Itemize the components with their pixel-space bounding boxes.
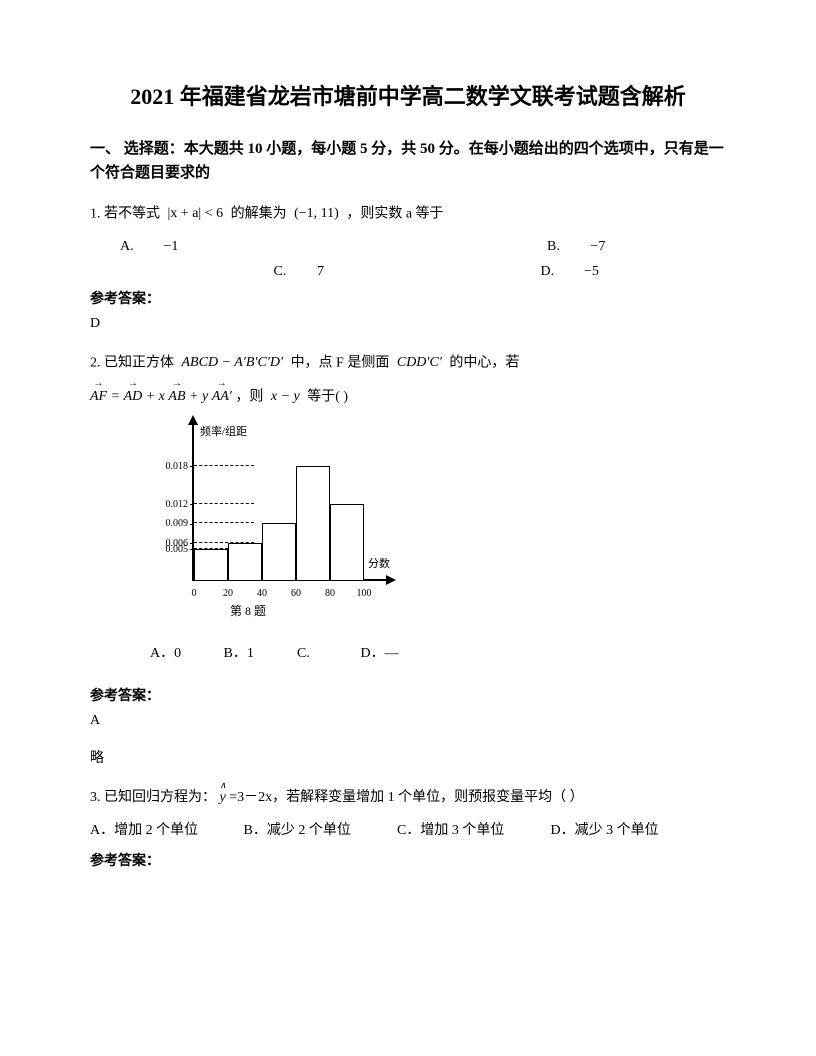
q1-opt-d-val: −5 xyxy=(584,259,599,284)
x-tick: 80 xyxy=(325,588,335,599)
q3-opt-a: A．增加 2 个单位 xyxy=(90,818,240,845)
q2-opt-c: C. xyxy=(297,641,357,668)
q3-opt-b: B．减少 2 个单位 xyxy=(244,818,394,845)
q3-options: A．增加 2 个单位 B．减少 2 个单位 C．增加 3 个单位 D．减少 3 … xyxy=(90,818,726,845)
y-axis-label: 频率/组距 xyxy=(200,423,247,439)
q1-opt-c-val: 7 xyxy=(317,259,537,284)
q1-opt-c-label: C. xyxy=(274,259,314,284)
q1-opt-b-label: B. xyxy=(547,234,587,259)
q2-expr1: ABCD − A′B′C′D′ xyxy=(178,350,288,377)
q3-stem-b: =3－2x，若解释变量增加 1 个单位，则预报变量平均（ ） xyxy=(229,790,583,805)
histogram-bar xyxy=(194,549,228,581)
q1-stem-b: 的解集为 xyxy=(231,207,287,222)
q3-stem-a: 3. 已知回归方程为： xyxy=(90,790,216,805)
x-axis-label: 分数 xyxy=(368,555,390,571)
question-2-line2: AF = AD + x AB + y AA′ ，则 x − y 等于( ) xyxy=(90,384,726,411)
chart-caption: 第 8 题 xyxy=(230,602,266,619)
q2-options: A．0 B．1 C. D．— xyxy=(150,641,726,668)
y-axis-arrow-icon xyxy=(188,415,198,425)
histogram-bar xyxy=(262,523,296,580)
q1-opt-d-label: D. xyxy=(541,259,581,284)
y-tick: 0.012 xyxy=(150,499,188,510)
x-tick: 100 xyxy=(357,588,372,599)
q1-options: A. −1 B. −7 C. 7 D. −5 xyxy=(90,234,726,284)
grid-dash xyxy=(194,503,254,504)
grid-dash xyxy=(194,522,254,523)
q3-yhat: y xyxy=(220,785,226,812)
y-tick: 0.018 xyxy=(150,461,188,472)
q2-line2-c: 等于( ) xyxy=(307,389,348,404)
q2-line2-expr2: x − y xyxy=(267,384,304,411)
grid-dash xyxy=(194,465,254,466)
histogram-bar xyxy=(228,543,262,581)
q1-expr1: |x + a| < 6 xyxy=(164,201,228,228)
q1-opt-b-val: −7 xyxy=(591,234,606,259)
q2-line2-b: ，则 xyxy=(235,389,263,404)
x-axis-arrow-icon xyxy=(386,575,396,585)
exam-page: 2021 年福建省龙岩市塘前中学高二数学文联考试题含解析 一、 选择题：本大题共… xyxy=(0,0,816,1056)
q2-expr2: CDD′C′ xyxy=(393,350,446,377)
q2-opt-a: A．0 xyxy=(150,641,220,668)
q1-stem-a: 1. 若不等式 xyxy=(90,207,160,222)
q2-stem-b: 中，点 F 是侧面 xyxy=(291,356,390,371)
question-3: 3. 已知回归方程为： y =3－2x，若解释变量增加 1 个单位，则预报变量平… xyxy=(90,785,726,812)
chart-canvas: 频率/组距 分数 第 8 题 0.0180.0120.0090.0060.005… xyxy=(150,421,390,601)
q2-note: 略 xyxy=(90,747,726,767)
histogram-bar xyxy=(296,466,330,581)
y-tick: 0.005 xyxy=(150,544,188,555)
x-tick: 20 xyxy=(223,588,233,599)
q2-answer: A xyxy=(90,713,726,729)
q3-opt-c: C．增加 3 个单位 xyxy=(397,818,547,845)
q1-stem-c: ，则实数 a 等于 xyxy=(346,207,443,222)
histogram-bar xyxy=(330,504,364,581)
q2-opt-d: D．— xyxy=(361,641,399,668)
q3-opt-d: D．减少 3 个单位 xyxy=(551,818,659,845)
q2-stem-c: 的中心，若 xyxy=(449,356,519,371)
q1-answer: D xyxy=(90,316,726,332)
q2-answer-label: 参考答案： xyxy=(90,685,726,705)
q1-opt-a-val: −1 xyxy=(164,234,544,259)
histogram-chart: 频率/组距 分数 第 8 题 0.0180.0120.0090.0060.005… xyxy=(150,421,726,601)
q1-expr2: (−1, 11) xyxy=(290,201,343,228)
q2-stem-a: 2. 已知正方体 xyxy=(90,356,174,371)
x-tick: 40 xyxy=(257,588,267,599)
y-tick: 0.009 xyxy=(150,518,188,529)
x-tick: 0 xyxy=(192,588,197,599)
q3-answer-label: 参考答案： xyxy=(90,850,726,870)
page-title: 2021 年福建省龙岩市塘前中学高二数学文联考试题含解析 xyxy=(90,80,726,113)
section-heading: 一、 选择题：本大题共 10 小题，每小题 5 分，共 50 分。在每小题给出的… xyxy=(90,137,726,185)
q2-vec-expr: AF = AD + x AB + y AA′ xyxy=(90,389,235,404)
q1-answer-label: 参考答案： xyxy=(90,288,726,308)
question-1: 1. 若不等式 |x + a| < 6 的解集为 (−1, 11) ，则实数 a… xyxy=(90,201,726,228)
q2-opt-b: B．1 xyxy=(224,641,294,668)
q1-opt-a-label: A. xyxy=(120,234,160,259)
x-tick: 60 xyxy=(291,588,301,599)
